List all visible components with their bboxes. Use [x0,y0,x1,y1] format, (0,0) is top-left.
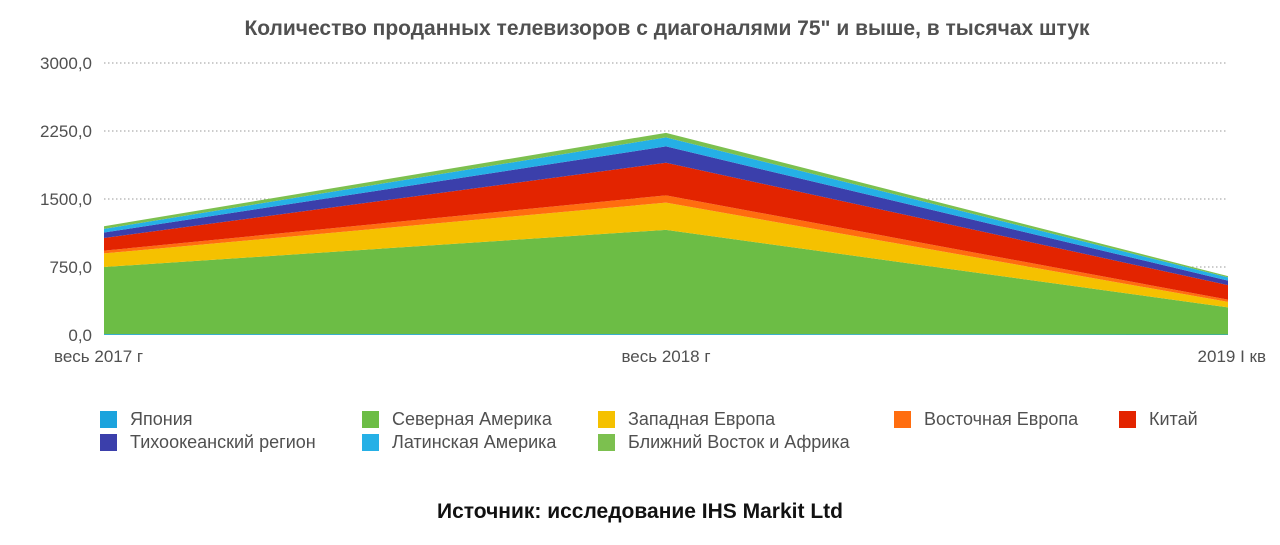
y-tick-label: 3000,0 [40,54,92,73]
y-tick-label: 0,0 [68,326,92,345]
legend: Япония Северная Америка Западная Европа Вос… [100,408,1240,454]
y-tick-label: 2250,0 [40,122,92,141]
legend-label: Восточная Европа [924,409,1079,429]
x-axis-ticks: весь 2017 г весь 2018 г 2019 I кв [54,347,1266,366]
legend-item: Ближний Восток и Африка [598,431,894,454]
legend-swatch [894,411,911,428]
x-tick-label: весь 2017 г [54,347,143,366]
legend-item: Тихоокеанский регион [100,431,362,454]
series-area [104,229,1228,335]
legend-swatch [362,434,379,451]
legend-swatch [598,434,615,451]
legend-item: Китай [1119,408,1239,431]
legend-item: Восточная Европа [894,408,1119,431]
legend-swatch [362,411,379,428]
x-tick-label: 2019 I кв [1198,347,1266,366]
x-tick-label: весь 2018 г [621,347,710,366]
stacked-area-chart: Количество проданных телевизоров с диаго… [40,17,1266,366]
series-area [104,202,1228,308]
legend-label: Северная Америка [392,409,552,429]
y-tick-label: 1500,0 [40,190,92,209]
legend-swatch [100,434,117,451]
legend-label: Латинская Америка [392,432,557,452]
legend-item: Япония [100,408,362,431]
source-note: Источник: исследование IHS Markit Ltd [437,500,843,523]
y-tick-label: 750,0 [49,258,92,277]
legend-item: Западная Европа [598,408,894,431]
series-area [104,162,1228,300]
legend-swatch [100,411,117,428]
legend-swatch [598,411,615,428]
legend-item: Северная Америка [362,408,598,431]
chart-title: Количество проданных телевизоров с диаго… [244,17,1090,40]
series-area [104,334,1228,335]
legend-label: Ближний Восток и Африка [628,432,850,452]
legend-item: Латинская Америка [362,431,598,454]
legend-label: Западная Европа [628,409,776,429]
y-axis-ticks: 0,0 750,0 1500,0 2250,0 3000,0 [40,54,92,345]
legend-swatch [1119,411,1136,428]
legend-label: Тихоокеанский регион [130,432,316,452]
legend-label: Япония [130,409,193,429]
legend-label: Китай [1149,409,1198,429]
series-areas [104,132,1228,335]
